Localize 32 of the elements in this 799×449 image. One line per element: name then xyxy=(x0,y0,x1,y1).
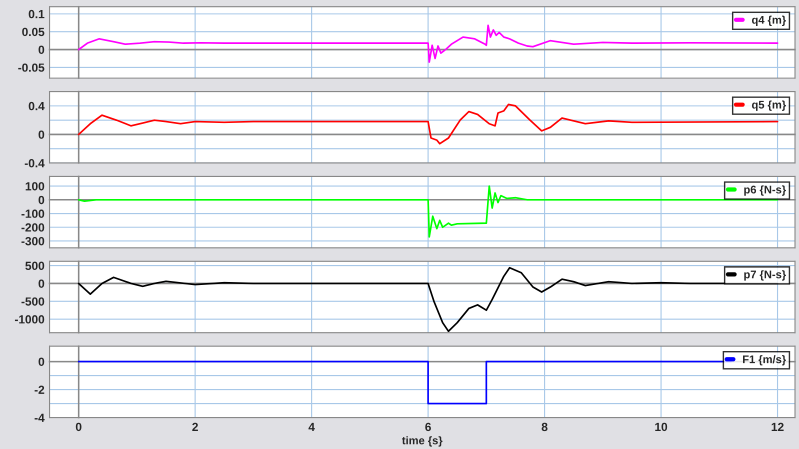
x-tick-label: 10 xyxy=(655,422,668,432)
y-tick-label: -2 xyxy=(34,386,44,394)
x-tick-label: 4 xyxy=(308,422,315,431)
y-tick-label: -500 xyxy=(22,297,44,306)
x-tick-label: 12 xyxy=(772,422,784,431)
y-tick-label: 0.1 xyxy=(28,10,44,18)
legend-label: p6 {N-s} xyxy=(744,185,786,196)
y-tick-label: -100 xyxy=(22,210,44,218)
y-tick-label: 0 xyxy=(38,358,44,366)
y-tick-label: -0.05 xyxy=(18,63,44,72)
legend-label: F1 {m/s} xyxy=(743,355,786,366)
y-tick-label: 0 xyxy=(38,130,44,139)
y-tick-label: -300 xyxy=(22,237,44,246)
y-tick-label: 0 xyxy=(38,46,44,54)
x-tick-label: 8 xyxy=(542,422,548,432)
y-tick-label: -0.4 xyxy=(24,159,45,168)
y-tick-label: -200 xyxy=(22,223,44,232)
y-tick-label: 500 xyxy=(25,262,44,270)
y-tick-label: 0.4 xyxy=(28,102,45,110)
y-tick-label: -4 xyxy=(34,414,45,422)
x-tick-label: 6 xyxy=(425,422,431,432)
legend-label: p7 {N-s} xyxy=(744,270,786,281)
y-tick-label: 0.05 xyxy=(22,28,44,36)
legend-label: q4 {m} xyxy=(752,16,786,26)
x-tick-label: 2 xyxy=(192,422,198,431)
y-tick-label: -1000 xyxy=(14,315,44,324)
x-axis-title: time {s} xyxy=(402,436,442,447)
y-tick-label: 0 xyxy=(38,196,44,204)
x-tick-label: 0 xyxy=(76,422,82,432)
legend-label: q5 {m} xyxy=(752,100,786,111)
y-tick-label: 100 xyxy=(26,182,44,190)
y-tick-label: 0 xyxy=(38,279,44,288)
